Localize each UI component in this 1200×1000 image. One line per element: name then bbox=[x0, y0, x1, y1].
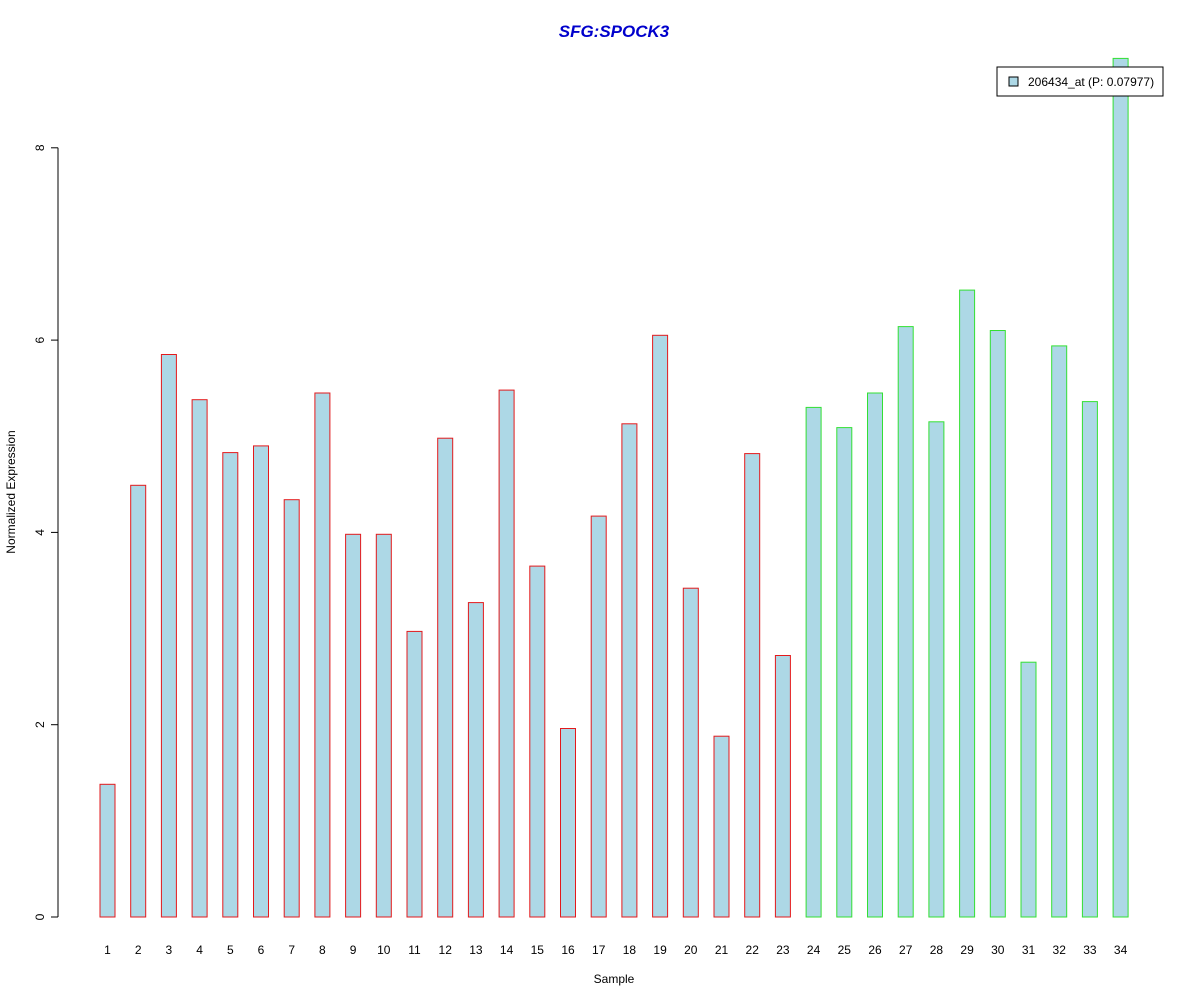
legend: 206434_at (P: 0.07977) bbox=[996, 66, 1164, 97]
x-tick-label: 2 bbox=[135, 943, 142, 957]
x-tick-label: 15 bbox=[531, 943, 545, 957]
y-axis-title: Normalized Expression bbox=[4, 430, 18, 553]
bar-sample-4 bbox=[191, 399, 208, 918]
y-tick-label: 8 bbox=[33, 144, 47, 151]
bar-sample-12 bbox=[437, 437, 454, 918]
bar-sample-32 bbox=[1051, 345, 1068, 918]
bar-sample-22 bbox=[744, 453, 761, 918]
x-tick-label: 17 bbox=[592, 943, 606, 957]
x-tick-label: 31 bbox=[1022, 943, 1036, 957]
x-tick-label: 6 bbox=[258, 943, 265, 957]
x-tick-label: 34 bbox=[1114, 943, 1128, 957]
x-tick-label: 16 bbox=[561, 943, 575, 957]
x-tick-label: 28 bbox=[930, 943, 944, 957]
x-tick-label: 27 bbox=[899, 943, 913, 957]
bar-sample-34 bbox=[1112, 57, 1129, 918]
x-tick-label: 5 bbox=[227, 943, 234, 957]
bar-sample-20 bbox=[682, 587, 699, 918]
x-tick-label: 7 bbox=[288, 943, 295, 957]
x-tick-label: 12 bbox=[439, 943, 453, 957]
x-tick-label: 11 bbox=[408, 943, 421, 957]
x-tick-label: 20 bbox=[684, 943, 698, 957]
bar-sample-14 bbox=[498, 389, 515, 918]
x-axis-title: Sample bbox=[594, 972, 635, 986]
bar-sample-28 bbox=[928, 421, 945, 918]
x-tick-label: 3 bbox=[166, 943, 173, 957]
bar-sample-18 bbox=[621, 423, 638, 918]
y-axis: 0 2 4 6 8 bbox=[33, 144, 59, 920]
x-tick-label: 23 bbox=[776, 943, 790, 957]
x-tick-label: 9 bbox=[350, 943, 357, 957]
bar-sample-5 bbox=[222, 452, 239, 918]
bar-sample-25 bbox=[836, 427, 853, 918]
bar-sample-30 bbox=[989, 330, 1006, 918]
bars bbox=[99, 57, 1129, 918]
legend-box bbox=[996, 66, 1164, 97]
bar-sample-23 bbox=[774, 655, 791, 918]
bar-sample-7 bbox=[283, 499, 300, 918]
x-tick-label: 33 bbox=[1083, 943, 1097, 957]
bar-sample-8 bbox=[314, 392, 331, 918]
x-tick-label: 26 bbox=[868, 943, 882, 957]
bar-sample-17 bbox=[590, 515, 607, 918]
x-tick-label: 29 bbox=[960, 943, 974, 957]
x-tick-label: 8 bbox=[319, 943, 326, 957]
legend-swatch bbox=[1008, 76, 1019, 87]
x-tick-label: 24 bbox=[807, 943, 821, 957]
bar-sample-10 bbox=[375, 533, 392, 918]
bar-sample-27 bbox=[897, 326, 914, 918]
bar-sample-26 bbox=[867, 392, 883, 918]
x-tick-label: 10 bbox=[377, 943, 391, 957]
chart-title: SFG:SPOCK3 bbox=[559, 22, 670, 41]
bar-sample-13 bbox=[467, 602, 484, 918]
y-tick-label: 6 bbox=[33, 336, 47, 343]
bar-sample-16 bbox=[560, 728, 576, 918]
bar-sample-29 bbox=[959, 289, 976, 918]
x-tick-label: 30 bbox=[991, 943, 1005, 957]
bar-sample-21 bbox=[713, 735, 730, 918]
x-tick-label: 13 bbox=[469, 943, 483, 957]
bar-sample-9 bbox=[345, 533, 362, 918]
bar-sample-19 bbox=[652, 334, 669, 918]
y-tick-label: 2 bbox=[33, 721, 47, 728]
bar-sample-24 bbox=[805, 406, 822, 918]
legend-label: 206434_at (P: 0.07977) bbox=[1028, 75, 1154, 89]
bar-sample-15 bbox=[529, 565, 546, 918]
x-tick-label: 32 bbox=[1053, 943, 1067, 957]
x-tick-label: 18 bbox=[623, 943, 637, 957]
x-tick-label: 1 bbox=[104, 943, 111, 957]
bar-sample-1 bbox=[99, 783, 116, 918]
x-tick-label: 21 bbox=[715, 943, 729, 957]
x-tick-labels: 1 2 3 4 5 6 7 8 9 10 11 12 13 14 15 16 17 18 19 20 21 22 23 24 2… bbox=[104, 943, 1127, 957]
y-tick-label: 0 bbox=[33, 913, 47, 920]
x-tick-label: 14 bbox=[500, 943, 514, 957]
bar-sample-3 bbox=[160, 354, 177, 918]
x-tick-label: 22 bbox=[746, 943, 760, 957]
bar-sample-2 bbox=[130, 484, 147, 918]
x-tick-label: 19 bbox=[653, 943, 667, 957]
bar-sample-33 bbox=[1081, 401, 1098, 918]
y-tick-label: 4 bbox=[33, 529, 47, 536]
bar-sample-6 bbox=[253, 445, 269, 918]
bar-sample-11 bbox=[406, 630, 423, 918]
x-tick-label: 4 bbox=[196, 943, 203, 957]
bar-sample-31 bbox=[1020, 661, 1037, 918]
x-tick-label: 25 bbox=[838, 943, 852, 957]
